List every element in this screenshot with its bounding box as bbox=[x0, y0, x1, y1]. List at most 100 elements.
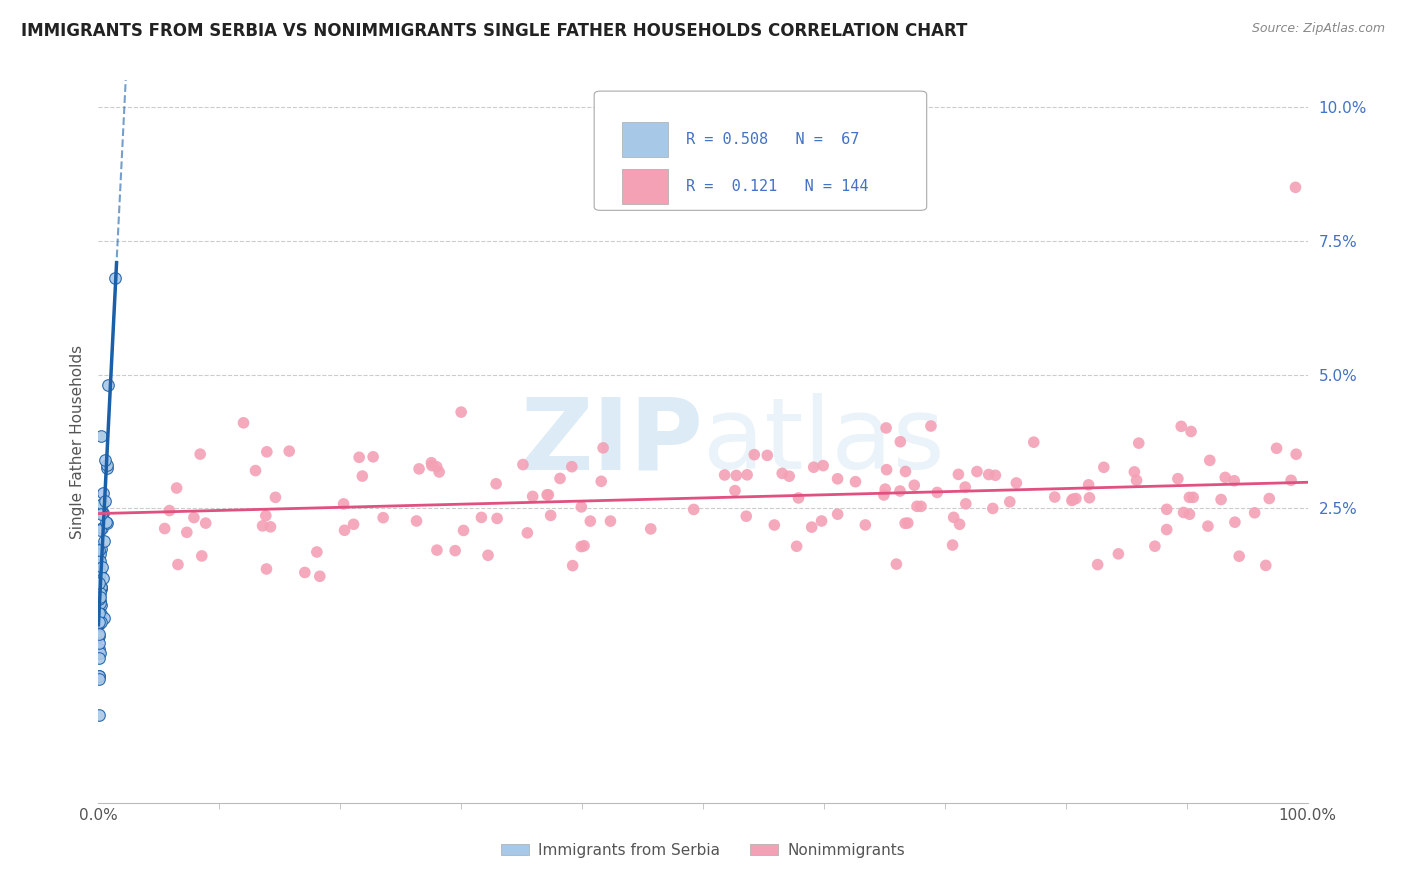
Point bbox=[89, 581, 111, 595]
Point bbox=[97, 378, 120, 392]
Point bbox=[183, 510, 205, 524]
Point bbox=[347, 450, 370, 465]
Point bbox=[426, 543, 449, 558]
Point bbox=[894, 465, 917, 479]
Text: IMMIGRANTS FROM SERBIA VS NONIMMIGRANTS SINGLE FATHER HOUSEHOLDS CORRELATION CHA: IMMIGRANTS FROM SERBIA VS NONIMMIGRANTS … bbox=[21, 22, 967, 40]
Point bbox=[89, 566, 111, 581]
Point bbox=[87, 604, 110, 618]
Point bbox=[264, 491, 287, 505]
Point bbox=[96, 516, 118, 530]
Point bbox=[1062, 492, 1084, 507]
Point bbox=[640, 522, 662, 536]
Point bbox=[91, 497, 114, 511]
Point bbox=[89, 542, 111, 557]
Point bbox=[1156, 523, 1178, 537]
Point bbox=[254, 508, 277, 523]
Point bbox=[1043, 490, 1066, 504]
Point bbox=[763, 518, 786, 533]
Point bbox=[735, 509, 758, 524]
Point bbox=[87, 629, 110, 643]
Point bbox=[427, 465, 450, 479]
Point bbox=[682, 502, 704, 516]
Point bbox=[1180, 425, 1202, 439]
Point bbox=[232, 416, 254, 430]
Point bbox=[90, 507, 112, 521]
Point bbox=[486, 511, 509, 525]
Point bbox=[787, 491, 810, 505]
Bar bbox=[621, 122, 668, 157]
Point bbox=[87, 569, 110, 583]
Point bbox=[894, 516, 917, 531]
Point bbox=[1123, 465, 1146, 479]
Point bbox=[1077, 478, 1099, 492]
Point bbox=[89, 523, 111, 537]
FancyBboxPatch shape bbox=[595, 91, 927, 211]
Point bbox=[1258, 491, 1281, 506]
Point bbox=[1265, 442, 1288, 456]
Point bbox=[90, 607, 112, 622]
Point bbox=[91, 486, 114, 500]
Point bbox=[87, 613, 110, 627]
Point bbox=[245, 464, 267, 478]
Point bbox=[256, 445, 278, 459]
Point bbox=[308, 569, 330, 583]
Point bbox=[89, 708, 111, 723]
Point bbox=[426, 459, 449, 474]
Point bbox=[256, 562, 278, 576]
Point bbox=[333, 523, 356, 537]
Point bbox=[89, 583, 111, 598]
Point bbox=[770, 467, 793, 481]
Text: R =  0.121   N = 144: R = 0.121 N = 144 bbox=[686, 179, 869, 194]
Point bbox=[94, 516, 117, 530]
Point bbox=[1285, 447, 1308, 461]
Point bbox=[886, 557, 908, 571]
Point bbox=[87, 616, 110, 631]
Point bbox=[93, 610, 115, 624]
Point bbox=[259, 520, 281, 534]
Point bbox=[352, 469, 374, 483]
Point bbox=[96, 460, 118, 475]
Point bbox=[537, 488, 560, 502]
Point bbox=[252, 519, 274, 533]
Point bbox=[1173, 506, 1195, 520]
Point bbox=[176, 525, 198, 540]
Point bbox=[191, 549, 214, 563]
Point bbox=[827, 507, 849, 521]
Point bbox=[485, 476, 508, 491]
Point bbox=[89, 575, 111, 590]
Point bbox=[90, 582, 112, 596]
Point bbox=[1170, 419, 1192, 434]
Point bbox=[278, 444, 301, 458]
Point bbox=[90, 598, 112, 612]
Point bbox=[875, 421, 897, 435]
Point bbox=[1243, 506, 1265, 520]
Point bbox=[332, 497, 354, 511]
Point bbox=[405, 514, 427, 528]
Point bbox=[724, 483, 747, 498]
Point bbox=[453, 524, 475, 538]
Point bbox=[159, 503, 181, 517]
Point bbox=[810, 514, 832, 528]
Point bbox=[1284, 180, 1306, 194]
Point bbox=[87, 672, 110, 686]
Point bbox=[897, 516, 920, 530]
Point bbox=[89, 613, 111, 627]
Point bbox=[561, 459, 583, 474]
Point bbox=[1223, 515, 1246, 529]
Point bbox=[889, 483, 911, 498]
Point bbox=[572, 539, 595, 553]
Point bbox=[1178, 508, 1201, 522]
Point bbox=[778, 469, 800, 483]
Point bbox=[87, 587, 110, 601]
Point bbox=[87, 561, 110, 575]
Point bbox=[955, 480, 977, 494]
Point bbox=[927, 485, 949, 500]
Point bbox=[948, 467, 970, 482]
Point bbox=[561, 558, 583, 573]
Point bbox=[89, 636, 111, 650]
Point bbox=[1125, 473, 1147, 487]
Point bbox=[1197, 519, 1219, 533]
Point bbox=[977, 467, 1000, 482]
Point bbox=[1182, 491, 1205, 505]
Point bbox=[87, 669, 110, 683]
